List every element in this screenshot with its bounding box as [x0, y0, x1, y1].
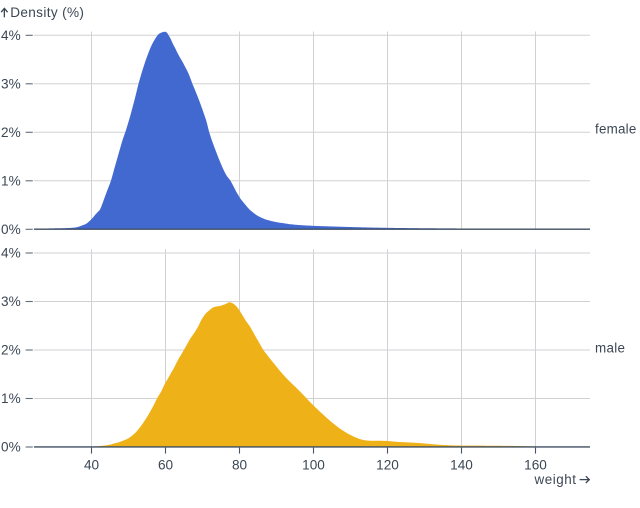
svg-text:3%: 3%: [1, 76, 21, 91]
svg-text:120: 120: [376, 457, 399, 472]
svg-text:4%: 4%: [1, 28, 21, 43]
svg-text:80: 80: [232, 457, 248, 472]
svg-text:2%: 2%: [1, 125, 21, 140]
svg-text:0%: 0%: [1, 222, 21, 237]
svg-text:male: male: [595, 341, 625, 356]
svg-text:40: 40: [84, 457, 100, 472]
svg-text:female: female: [595, 122, 637, 137]
svg-text:1%: 1%: [1, 173, 21, 188]
svg-text:0%: 0%: [1, 440, 21, 455]
svg-text:100: 100: [302, 457, 325, 472]
svg-text:4%: 4%: [1, 246, 21, 261]
svg-text:weight: weight: [533, 472, 576, 487]
svg-text:3%: 3%: [1, 294, 21, 309]
svg-text:140: 140: [450, 457, 473, 472]
svg-text:2%: 2%: [1, 343, 21, 358]
svg-text:Density (%): Density (%): [10, 5, 84, 20]
svg-text:1%: 1%: [1, 391, 21, 406]
svg-text:60: 60: [158, 457, 174, 472]
svg-text:160: 160: [524, 457, 547, 472]
